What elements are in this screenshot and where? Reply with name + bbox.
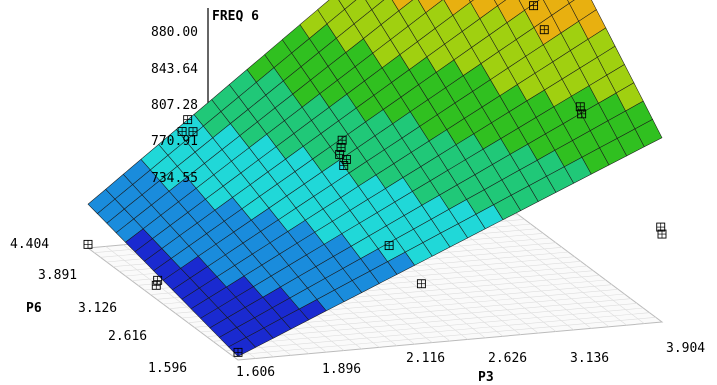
- surface-patch: [634, 119, 663, 148]
- design-point-marker: [188, 127, 198, 137]
- design-point-marker: [575, 102, 585, 112]
- z-tick-label: 880.00: [151, 25, 198, 40]
- z-tick-label: 807.28: [151, 98, 198, 113]
- design-point-marker: [577, 109, 587, 119]
- design-point-marker: [336, 143, 346, 152]
- x-tick-label: 2.626: [488, 351, 527, 366]
- z-tick-label: 770.91: [151, 134, 198, 149]
- x-tick-label: 3.904: [666, 341, 705, 356]
- z-axis-title: FREQ 6: [212, 9, 259, 24]
- y-tick-label: 3.126: [78, 301, 117, 316]
- x-tick-label: 3.136: [570, 351, 609, 366]
- z-tick-label: 843.64: [151, 62, 198, 77]
- design-point-marker: [177, 127, 187, 137]
- design-point-marker: [539, 25, 549, 35]
- y-tick-label: 4.404: [10, 237, 49, 252]
- surface-patch: [494, 0, 507, 7]
- floor-gridline: [458, 214, 610, 327]
- design-points: [83, 1, 667, 357]
- design-point-marker: [384, 241, 394, 251]
- design-point-marker: [83, 239, 93, 249]
- response-surface: [87, 0, 663, 357]
- design-point-marker: [656, 222, 666, 232]
- x-tick-label: 1.896: [322, 362, 361, 377]
- y-tick-label: 2.616: [108, 329, 147, 344]
- design-point-marker: [233, 347, 243, 357]
- design-point-marker: [341, 155, 351, 164]
- axis-labels: FREQ 6 880.00 843.64 807.28 770.91 734.55 4.40…: [10, 9, 705, 385]
- design-point-marker: [337, 135, 347, 145]
- x-axis-title: P3: [478, 370, 494, 385]
- design-point-marker: [339, 161, 349, 170]
- design-point-marker: [153, 275, 163, 285]
- design-point-marker: [416, 279, 426, 289]
- y-axis-title: P6: [26, 301, 42, 316]
- design-point-marker: [151, 280, 161, 290]
- y-tick-label: 1.596: [148, 361, 187, 376]
- z-tick-label: 734.55: [151, 171, 198, 186]
- x-tick-label: 2.116: [406, 351, 445, 366]
- design-point-marker: [529, 1, 539, 11]
- floor-gridline: [476, 212, 627, 326]
- design-point-marker: [183, 115, 193, 125]
- surface-patch: [338, 0, 357, 10]
- y-tick-label: 3.891: [38, 268, 77, 283]
- floor-gridline: [494, 211, 645, 324]
- x-tick-label: 1.606: [236, 365, 275, 380]
